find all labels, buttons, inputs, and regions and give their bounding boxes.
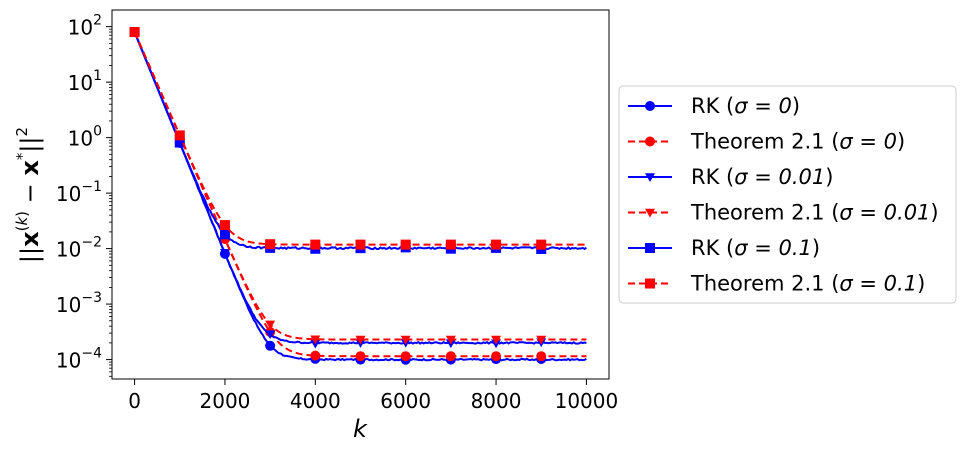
data-point: [265, 239, 276, 250]
legend-entry: RK (σ = 0): [628, 94, 800, 118]
data-point: [491, 351, 502, 362]
x-tick-label: 0: [128, 389, 141, 413]
data-point: [491, 239, 502, 250]
svg-text:||x(k) − x*||2: ||x(k) − x*||2: [13, 127, 44, 263]
legend: RK (σ = 0) Theorem 2.1 (σ = 0) RK (σ = 0.0…: [618, 85, 957, 304]
data-point: [265, 340, 276, 351]
y-axis-label: ||x(k) − x*||2: [13, 127, 44, 263]
legend-marker: [645, 243, 655, 253]
data-point: [310, 239, 321, 250]
legend-marker: [645, 101, 655, 111]
legend-label: Theorem 2.1 (σ = 0.01): [690, 201, 939, 225]
data-point: [400, 239, 411, 250]
series-1: [129, 27, 587, 365]
series-2: [129, 27, 587, 362]
y-axis: 10−4 10−3 10−2 10−1 100 101 102: [56, 13, 112, 377]
data-point: [129, 27, 140, 38]
legend-entry: Theorem 2.1 (σ = 0): [628, 130, 905, 154]
data-point: [355, 239, 366, 250]
data-point: [219, 248, 230, 258]
legend-label: RK (σ = 0.1): [691, 236, 820, 260]
x-axis-label: k: [353, 415, 368, 443]
y-tick-label: 10−1: [56, 179, 102, 206]
legend-entry: Theorem 2.1 (σ = 0.1): [628, 272, 925, 296]
series-line: [133, 31, 588, 251]
data-point: [400, 335, 411, 345]
y-tick-label: 100: [68, 124, 102, 151]
data-point: [355, 335, 366, 345]
data-point: [536, 335, 547, 345]
legend-entry: RK (σ = 0.1): [628, 236, 820, 260]
legend-label: Theorem 2.1 (σ = 0): [690, 130, 905, 154]
data-point: [536, 239, 547, 250]
y-tick-label: 10−4: [56, 346, 102, 373]
legend-label: RK (σ = 0): [691, 94, 800, 118]
series-6: [129, 27, 587, 250]
data-point: [445, 335, 456, 345]
x-tick-label: 10000: [555, 389, 619, 413]
x-tick-label: 6000: [380, 389, 431, 413]
legend-frame: [618, 85, 957, 304]
legend-entry: RK (σ = 0.01): [628, 165, 833, 189]
y-tick-label: 102: [68, 13, 102, 40]
series-line: [133, 31, 587, 341]
plot-frame: [111, 9, 610, 380]
data-point: [445, 239, 456, 250]
data-point: [174, 130, 185, 141]
data-point: [400, 351, 411, 362]
series-line: [133, 31, 587, 246]
data-point: [491, 335, 502, 345]
data-point: [265, 320, 276, 330]
legend-label: Theorem 2.1 (σ = 0.1): [690, 272, 925, 296]
legend-label: RK (σ = 0.01): [691, 165, 833, 189]
x-tick-label: 2000: [200, 389, 251, 413]
x-tick-label: 8000: [471, 389, 522, 413]
x-axis: 0 2000 4000 6000 8000 10000: [128, 379, 618, 413]
legend-marker: [645, 136, 655, 147]
data-point: [310, 335, 321, 345]
series-layer: [129, 27, 588, 365]
x-tick-label: 4000: [290, 389, 341, 413]
legend-marker: [645, 278, 655, 289]
data-point: [310, 350, 321, 361]
series-5: [129, 27, 588, 254]
data-point: [219, 220, 230, 231]
data-point: [265, 330, 276, 340]
data-point: [445, 351, 456, 362]
data-point: [174, 137, 185, 148]
y-tick-label: 10−3: [56, 290, 102, 317]
data-point: [219, 229, 230, 240]
legend-entry: Theorem 2.1 (σ = 0.01): [628, 201, 939, 225]
y-tick-label: 101: [68, 68, 102, 95]
legend-marker: [645, 173, 655, 182]
data-point: [536, 351, 547, 362]
y-tick-label: 10−2: [56, 235, 102, 262]
legend-marker: [645, 208, 655, 218]
data-point: [355, 351, 366, 362]
